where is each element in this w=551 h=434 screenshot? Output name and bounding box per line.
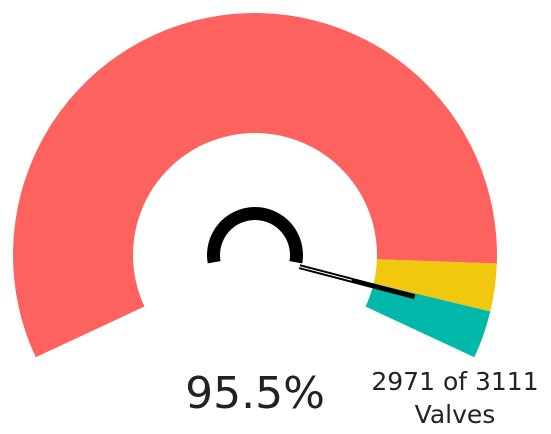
unit-label: Valves — [415, 400, 496, 429]
detail-label: 2971 of 3111 — [371, 367, 538, 396]
inner-ring — [207, 207, 303, 264]
value-label: 95.5% — [185, 368, 325, 419]
gauge-band — [373, 259, 497, 312]
gauge-band — [365, 283, 491, 358]
needle-highlight — [299, 266, 352, 281]
gauge-band — [12, 12, 497, 358]
